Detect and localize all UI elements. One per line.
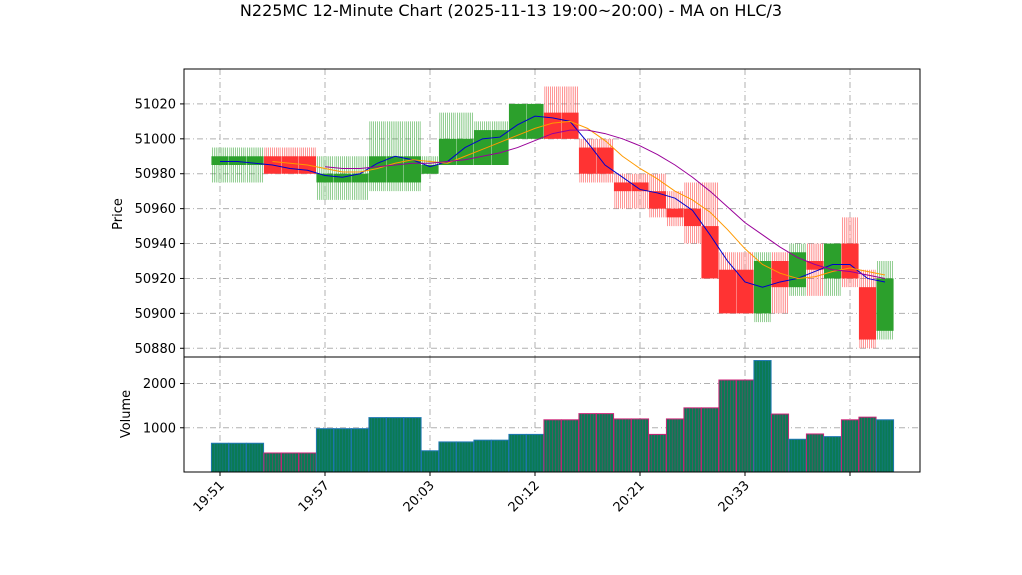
candle-body xyxy=(683,208,702,227)
x-tick-label: 20:21 xyxy=(611,478,648,515)
candle-body xyxy=(368,156,387,183)
price-tick-label: 50920 xyxy=(135,272,176,287)
candle-body xyxy=(211,156,229,165)
price-tick-label: 50960 xyxy=(135,202,176,217)
candle-body xyxy=(666,208,684,218)
candle-body xyxy=(543,112,562,139)
candle-body xyxy=(841,243,859,279)
candle-body xyxy=(246,156,264,165)
volume-panel-frame xyxy=(183,356,921,473)
candle-body xyxy=(561,112,579,139)
price-grid xyxy=(184,69,920,357)
price-tick-label: 50880 xyxy=(135,342,176,357)
x-tick-label: 20:33 xyxy=(716,478,753,515)
price-y-ticks: 50880 50900 50920 50940 50960 50980 51000 51020 xyxy=(135,97,184,357)
candle-body xyxy=(631,182,649,192)
price-tick-label: 50900 xyxy=(135,307,176,322)
candle-body xyxy=(578,147,597,174)
moving-average-lines xyxy=(220,115,886,288)
volume-bars xyxy=(210,360,895,473)
candle-body xyxy=(508,103,527,139)
candle-body xyxy=(701,226,719,279)
candle-body xyxy=(876,278,894,331)
candle-body xyxy=(613,182,632,192)
x-tick-label: 19:57 xyxy=(296,478,333,515)
candle-bodies xyxy=(211,103,894,340)
candle-body xyxy=(736,269,754,314)
x-tick-label: 20:12 xyxy=(506,478,543,515)
volume-tick-label: 1000 xyxy=(143,421,176,436)
x-ticks: 19:51 19:57 20:03 20:12 20:21 20:33 xyxy=(191,472,851,515)
candle-body xyxy=(491,130,509,165)
price-tick-label: 50940 xyxy=(135,237,176,252)
x-tick-label: 19:51 xyxy=(191,478,228,515)
volume-tick-label: 2000 xyxy=(143,377,176,392)
candle-body xyxy=(386,156,404,183)
price-tick-label: 50980 xyxy=(135,167,176,182)
candle-body xyxy=(228,156,247,165)
candle-body xyxy=(596,147,614,174)
candle-body xyxy=(526,103,544,139)
candle-body xyxy=(316,173,334,183)
price-tick-label: 51000 xyxy=(135,132,176,147)
chart-title: N225MC 12-Minute Chart (2025-11-13 19:00… xyxy=(240,1,782,20)
candle-body xyxy=(718,269,737,314)
candle-body xyxy=(421,165,439,174)
moving-average-line xyxy=(220,115,886,288)
candle-body xyxy=(648,191,667,209)
price-tick-label: 51020 xyxy=(135,97,176,112)
candle-body xyxy=(473,130,492,165)
volume-axis-label: Volume xyxy=(119,390,134,438)
candle-body xyxy=(351,173,369,183)
price-axis-label: Price xyxy=(111,198,126,230)
candle-body xyxy=(281,156,299,174)
moving-average-line xyxy=(324,129,886,279)
x-tick-label: 20:03 xyxy=(401,478,438,515)
candle-body xyxy=(858,287,877,340)
moving-average-line xyxy=(272,120,886,279)
candle-body xyxy=(333,173,352,183)
candle-body xyxy=(806,261,824,270)
volume-y-ticks: 1000 2000 xyxy=(143,377,184,436)
